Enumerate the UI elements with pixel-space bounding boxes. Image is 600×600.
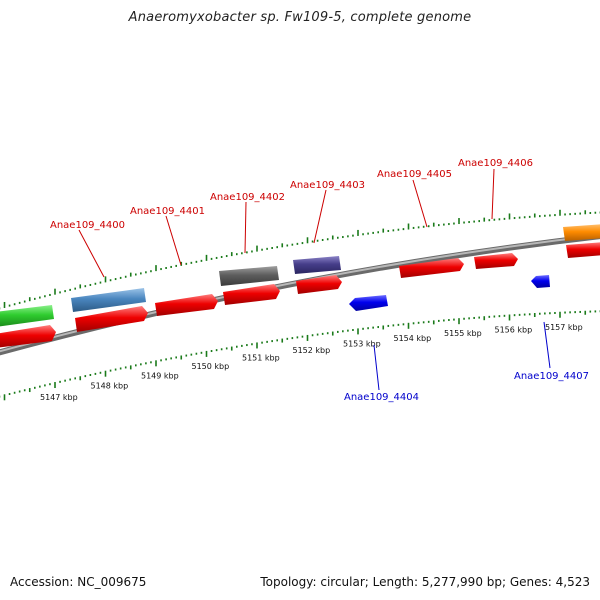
genome-backbone-highlight: [0, 234, 600, 353]
map-title: Anaeromyxobacter sp. Fw109-5, complete g…: [128, 10, 472, 25]
forward-gene-arrow[interactable]: [566, 242, 600, 258]
tick-label: 5151 kbp: [242, 353, 280, 362]
gene-label[interactable]: Anae109_4403: [290, 180, 365, 191]
tick-label: 5153 kbp: [343, 339, 381, 348]
inner-tick-track: [0, 310, 600, 401]
forward-gene-arrow[interactable]: [399, 258, 464, 278]
gene-label[interactable]: Anae109_4407: [514, 371, 589, 382]
cog-block[interactable]: [293, 256, 341, 274]
forward-gene-arrow[interactable]: [0, 325, 56, 348]
gene-label[interactable]: Anae109_4400: [50, 220, 125, 231]
cog-block[interactable]: [0, 305, 54, 327]
reverse-gene-arrow[interactable]: [531, 275, 550, 288]
tick-label-group: 5147 kbp 5148 kbp 5149 kbp 5150 kbp 5151 kbp…: [40, 323, 583, 402]
gene-label[interactable]: Anae109_4402: [210, 192, 285, 203]
label-leaders: [78, 168, 495, 278]
forward-gene-arrow[interactable]: [474, 253, 518, 269]
tick-label: 5149 kbp: [141, 371, 179, 380]
tick-label: 5152 kbp: [293, 346, 331, 355]
reverse-gene-track: [349, 275, 550, 311]
forward-gene-track: [0, 242, 600, 348]
tick-label: 5156 kbp: [495, 325, 533, 334]
reverse-gene-arrow[interactable]: [349, 295, 388, 311]
tick-label: 5150 kbp: [192, 362, 230, 371]
forward-gene-arrow[interactable]: [296, 275, 342, 294]
tick-label: 5155 kbp: [444, 329, 482, 338]
cog-track: [0, 224, 600, 327]
gene-label[interactable]: Anae109_4404: [344, 392, 419, 403]
label-leaders-reverse: [373, 321, 551, 391]
gene-label[interactable]: Anae109_4405: [377, 169, 452, 180]
forward-gene-arrow[interactable]: [155, 294, 218, 316]
genome-backbone: [0, 233, 600, 356]
outer-tick-track: [0, 209, 600, 310]
gene-label[interactable]: Anae109_4401: [130, 206, 205, 217]
cog-block[interactable]: [563, 224, 600, 241]
cog-block[interactable]: [71, 288, 146, 312]
topology-text: Topology: circular; Length: 5,277,990 bp…: [260, 575, 590, 589]
gene-label[interactable]: Anae109_4406: [458, 158, 533, 169]
tick-label: 5147 kbp: [40, 393, 78, 402]
forward-gene-arrow[interactable]: [75, 306, 148, 332]
forward-gene-arrow[interactable]: [223, 284, 280, 305]
cog-block[interactable]: [219, 266, 279, 286]
tick-label: 5154 kbp: [394, 334, 432, 343]
accession-text: Accession: NC_009675: [10, 575, 147, 589]
tick-label: 5157 kbp: [545, 323, 583, 332]
tick-label: 5148 kbp: [91, 382, 129, 391]
